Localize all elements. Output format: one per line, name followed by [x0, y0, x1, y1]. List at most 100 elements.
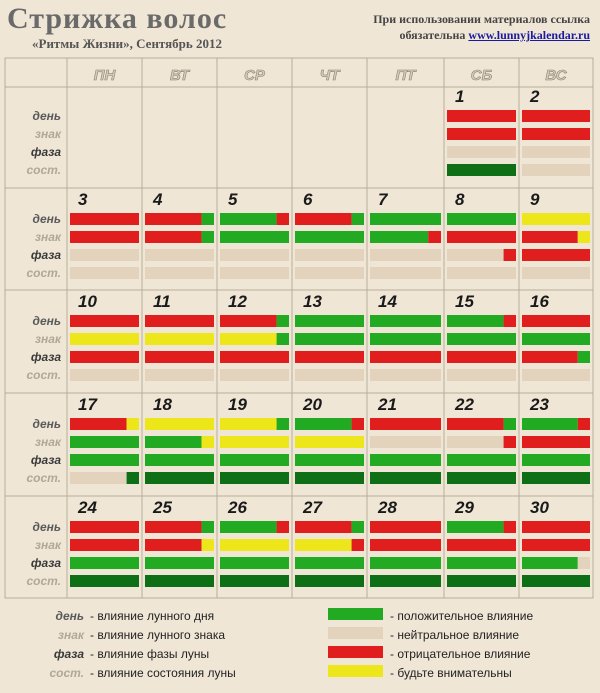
- influence-bar: [220, 472, 289, 484]
- influence-bar: [276, 315, 289, 327]
- day-number: 1: [455, 87, 464, 106]
- legend-swatch: [328, 608, 383, 620]
- legend-description: - будьте внимательны: [390, 666, 512, 680]
- influence-bar: [522, 575, 590, 587]
- day-number: 14: [378, 292, 397, 311]
- influence-bar: [276, 418, 289, 430]
- influence-bar: [220, 418, 277, 430]
- influence-bar: [70, 267, 139, 279]
- legend-description: - положительное влияние: [390, 609, 533, 623]
- influence-bar: [201, 521, 214, 533]
- day-number: 8: [455, 190, 465, 209]
- influence-bar: [145, 333, 214, 345]
- weekday-label: ЧТ: [320, 67, 342, 84]
- influence-bar: [220, 575, 289, 587]
- influence-bar: [145, 575, 214, 587]
- influence-bar: [522, 128, 590, 140]
- influence-bar: [201, 539, 214, 551]
- day-number: 9: [530, 190, 540, 209]
- row-label: сост.: [26, 574, 61, 588]
- day-number: 25: [152, 498, 172, 517]
- influence-bar: [295, 333, 364, 345]
- influence-bar: [70, 418, 127, 430]
- influence-bar: [295, 539, 352, 551]
- influence-bar: [295, 418, 352, 430]
- influence-bar: [295, 472, 364, 484]
- influence-bar: [126, 418, 139, 430]
- influence-bar: [145, 213, 202, 225]
- influence-bar: [201, 231, 214, 243]
- influence-bar: [522, 315, 590, 327]
- influence-bar: [447, 436, 504, 448]
- influence-bar: [295, 575, 364, 587]
- influence-bar: [351, 539, 364, 551]
- influence-bar: [522, 454, 590, 466]
- row-label: сост.: [26, 163, 61, 177]
- row-label: фаза: [31, 453, 61, 467]
- influence-bar: [503, 436, 516, 448]
- influence-bar: [503, 315, 516, 327]
- influence-bar: [70, 557, 139, 569]
- weekday-label: ВС: [545, 67, 567, 84]
- influence-bar: [276, 333, 289, 345]
- copyright-note: При использовании материалов ссылка: [373, 12, 590, 26]
- day-number: 27: [302, 498, 323, 517]
- influence-bar: [145, 351, 214, 363]
- influence-bar: [370, 315, 441, 327]
- influence-bar: [522, 249, 590, 261]
- influence-bar: [370, 231, 429, 243]
- influence-bar: [145, 436, 202, 448]
- legend-label: фаза: [54, 647, 84, 661]
- legend-description: - отрицательное влияние: [390, 647, 531, 661]
- row-label: фаза: [31, 350, 61, 364]
- row-label: фаза: [31, 145, 61, 159]
- influence-bar: [522, 521, 590, 533]
- influence-bar: [70, 575, 139, 587]
- day-number: 3: [78, 190, 88, 209]
- row-label: знак: [35, 332, 62, 346]
- influence-bar: [370, 575, 441, 587]
- page-subtitle: «Ритмы Жизни», Сентябрь 2012: [32, 36, 223, 51]
- influence-bar: [522, 418, 578, 430]
- influence-bar: [70, 249, 139, 261]
- influence-bar: [295, 231, 364, 243]
- influence-bar: [145, 418, 214, 430]
- influence-bar: [220, 249, 289, 261]
- influence-bar: [522, 351, 578, 363]
- influence-bar: [522, 436, 590, 448]
- influence-bar: [145, 249, 214, 261]
- site-link[interactable]: www.lunnyjkalendar.ru: [468, 28, 590, 42]
- influence-bar: [70, 436, 139, 448]
- influence-bar: [370, 249, 441, 261]
- row-label: знак: [35, 127, 62, 141]
- influence-bar: [220, 539, 289, 551]
- influence-bar: [503, 418, 516, 430]
- influence-bar: [370, 539, 441, 551]
- day-number: 4: [152, 190, 163, 209]
- influence-bar: [220, 454, 289, 466]
- influence-bar: [577, 418, 590, 430]
- influence-bar: [145, 557, 214, 569]
- influence-bar: [145, 472, 214, 484]
- row-label: день: [33, 109, 61, 123]
- legend-description: - нейтральное влияние: [390, 628, 519, 642]
- influence-bar: [145, 315, 214, 327]
- influence-bar: [522, 333, 590, 345]
- influence-bar: [447, 539, 516, 551]
- day-number: 30: [530, 498, 549, 517]
- influence-bar: [577, 557, 590, 569]
- legend-description: - влияние состояния луны: [90, 666, 236, 680]
- influence-bar: [145, 539, 202, 551]
- day-number: 21: [377, 395, 397, 414]
- legend-label: сост.: [49, 666, 84, 680]
- influence-bar: [503, 249, 516, 261]
- influence-bar: [447, 128, 516, 140]
- day-number: 6: [303, 190, 313, 209]
- influence-bar: [447, 213, 516, 225]
- day-number: 19: [228, 395, 247, 414]
- row-label: день: [33, 417, 61, 431]
- copyright-note-prefix: обязательна: [399, 28, 469, 42]
- influence-bar: [370, 351, 441, 363]
- influence-bar: [522, 146, 590, 158]
- influence-bar: [295, 213, 352, 225]
